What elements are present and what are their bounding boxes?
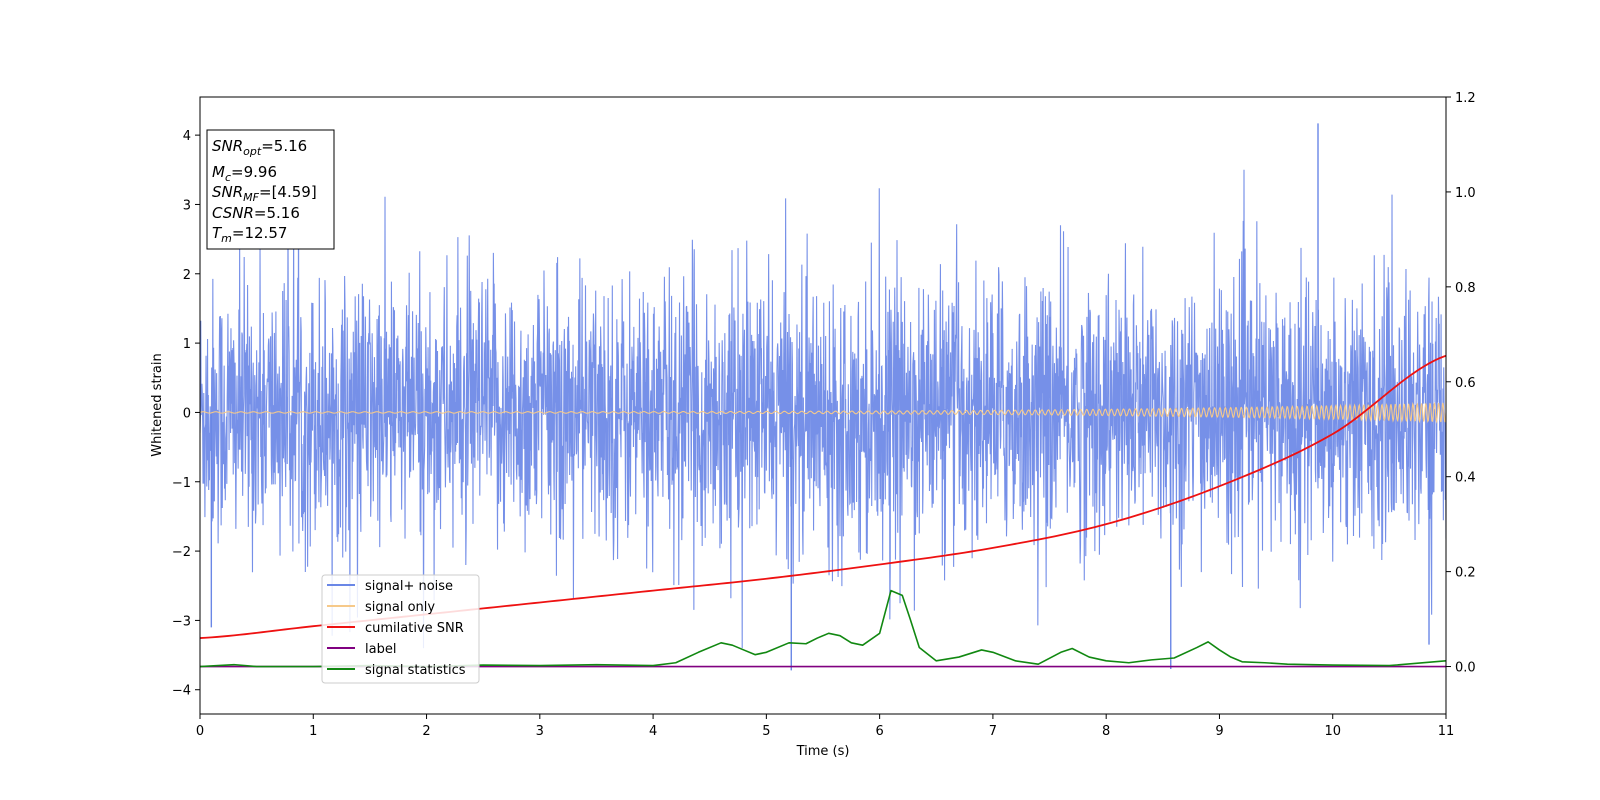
plot-frame <box>199 96 1447 715</box>
y-tick-label: −3 <box>172 614 191 629</box>
signal-only-line <box>200 401 1446 424</box>
legend-entry: signal only <box>365 600 435 615</box>
y-tick-label: 2 <box>183 268 191 283</box>
signal-noise-line <box>200 169 1446 649</box>
series-signal-statistics <box>200 589 1446 668</box>
y-tick-label: 3 <box>183 198 191 213</box>
x-tick-label: 5 <box>762 724 770 739</box>
info-line: SNRMF=[4.59] <box>212 183 317 204</box>
x-tick-label: 6 <box>875 724 883 739</box>
info-line: Mc=9.96 <box>212 163 277 184</box>
y-tick-label: 0 <box>183 406 191 421</box>
y2-tick-label: 1.0 <box>1455 186 1476 201</box>
x-tick-label: 0 <box>196 724 204 739</box>
y2-tick-label: 1.2 <box>1455 91 1476 106</box>
y2-tick-label: 0.0 <box>1455 661 1476 676</box>
x-tick-label: 3 <box>536 724 544 739</box>
x-tick-label: 2 <box>422 724 430 739</box>
x-tick-label: 4 <box>649 724 657 739</box>
series-signal-noise <box>200 123 1446 671</box>
info-line: CSNR=5.16 <box>212 204 300 222</box>
x-axis-label: Time (s) <box>796 744 850 759</box>
legend-entry: label <box>365 642 396 657</box>
y-axis-right: 0.0 0.2 0.4 0.6 0.8 1.0 1.2 <box>1446 91 1476 676</box>
y2-tick-label: 0.4 <box>1455 471 1476 486</box>
x-tick-label: 10 <box>1324 724 1341 739</box>
info-box-frame <box>206 129 335 250</box>
legend-entry: signal+ noise <box>365 579 453 594</box>
y-tick-label: −2 <box>172 545 191 560</box>
series-signal-only <box>200 401 1446 424</box>
x-tick-label: 11 <box>1438 724 1455 739</box>
x-tick-label: 7 <box>989 724 997 739</box>
signal-statistics-line <box>200 589 1446 668</box>
y-tick-label: 4 <box>183 129 191 144</box>
info-line: SNRopt=5.16 <box>212 137 307 158</box>
y-tick-label: −1 <box>172 476 191 491</box>
x-tick-label: 9 <box>1215 724 1223 739</box>
y-axis-label: Whitened strain <box>150 353 165 456</box>
info-line: Tm=12.57 <box>212 224 287 245</box>
x-tick-label: 8 <box>1102 724 1110 739</box>
x-axis: 0 1 2 3 4 5 6 7 8 9 10 11 <box>196 714 1454 739</box>
legend-entry: signal statistics <box>365 663 466 678</box>
legend-frame <box>321 574 480 684</box>
legend: signal+ noise signal only cumilative SNR la… <box>321 574 480 684</box>
y2-tick-label: 0.2 <box>1455 566 1476 581</box>
y2-tick-label: 0.6 <box>1455 376 1476 391</box>
y2-tick-label: 0.8 <box>1455 281 1476 296</box>
x-tick-label: 1 <box>309 724 317 739</box>
y-tick-label: −4 <box>172 684 191 699</box>
legend-entry: cumilative SNR <box>365 621 464 636</box>
y-axis-left: −4 −3 −2 −1 0 1 2 3 4 <box>172 129 200 699</box>
y-tick-label: 1 <box>183 337 191 352</box>
